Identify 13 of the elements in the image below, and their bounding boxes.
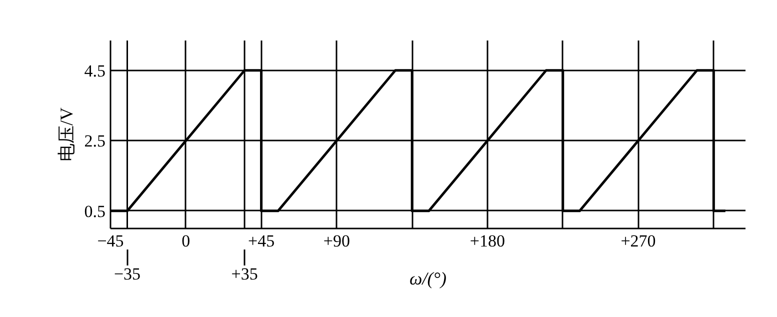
ref-line-label: −35	[114, 264, 141, 284]
x-tick-label: 0	[182, 232, 190, 250]
x-axis-title: ω/(°)	[410, 268, 446, 288]
x-tick-label: +180	[470, 232, 506, 250]
x-tick-label: +45	[248, 232, 275, 250]
x-tick-label: −45	[97, 232, 124, 250]
y-tick-label: 2.5	[84, 132, 106, 151]
y-axis-title: 电压/V	[56, 108, 76, 162]
x-tick-label: +270	[620, 232, 656, 250]
y-tick-label: 0.5	[84, 202, 106, 221]
x-tick-label: +90	[323, 232, 350, 250]
y-tick-label: 4.5	[84, 61, 106, 80]
ref-line-label: +35	[231, 264, 258, 284]
